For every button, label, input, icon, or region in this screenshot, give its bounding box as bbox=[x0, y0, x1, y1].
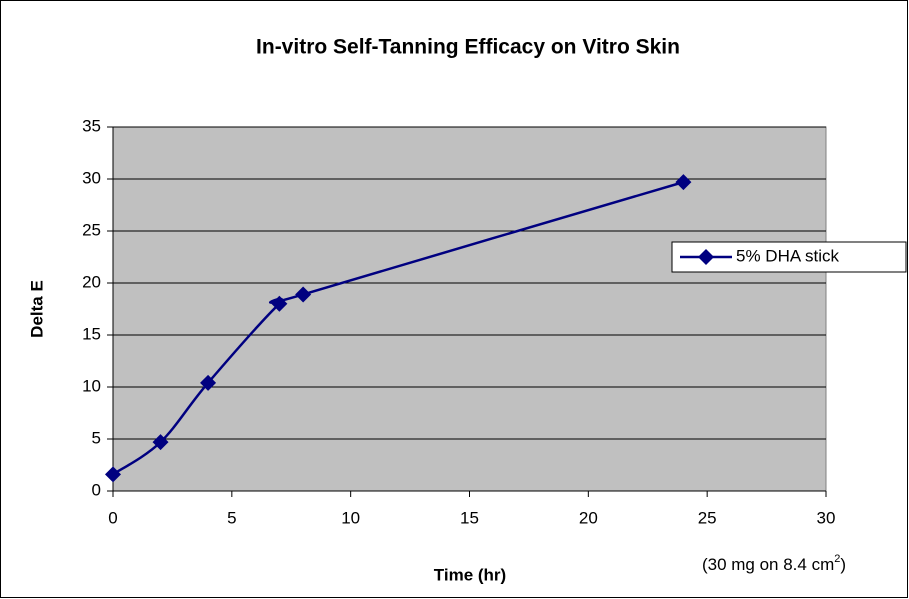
data-point bbox=[105, 466, 121, 483]
x-tick-label: 30 bbox=[817, 508, 836, 527]
x-tick-label: 25 bbox=[698, 508, 717, 527]
y-tick-label: 30 bbox=[82, 168, 101, 187]
chart-title: In-vitro Self-Tanning Efficacy on Vitro … bbox=[256, 36, 680, 59]
y-tick-label: 35 bbox=[82, 116, 101, 135]
y-tick-label: 5 bbox=[92, 428, 101, 447]
data-point bbox=[675, 174, 692, 191]
annotation-text: (30 mg on 8.4 cm bbox=[702, 555, 834, 574]
annotation: (30 mg on 8.4 cm2) bbox=[702, 553, 846, 575]
x-tick-label: 10 bbox=[341, 508, 360, 527]
plot-area bbox=[112, 126, 827, 492]
x-axis-label: Time (hr) bbox=[434, 565, 506, 584]
x-tick-label: 15 bbox=[460, 508, 479, 527]
y-axis-label: Delta E bbox=[27, 280, 46, 338]
x-tick-label: 5 bbox=[227, 508, 236, 527]
legend-label: 5% DHA stick bbox=[736, 246, 839, 265]
annotation-sup: 2 bbox=[834, 553, 840, 565]
x-tick-label: 0 bbox=[108, 508, 117, 527]
y-tick-label: 10 bbox=[82, 376, 101, 395]
legend-marker bbox=[698, 249, 714, 265]
y-tick-label: 15 bbox=[82, 324, 101, 343]
data-point bbox=[152, 434, 169, 451]
y-tick-label: 25 bbox=[82, 220, 101, 239]
x-tick-label: 20 bbox=[579, 508, 598, 527]
annotation-tail: ) bbox=[840, 555, 846, 574]
data-point bbox=[271, 295, 288, 312]
y-tick-label: 20 bbox=[82, 272, 101, 291]
data-point bbox=[295, 286, 312, 303]
y-tick-label: 0 bbox=[92, 480, 101, 499]
data-point bbox=[200, 374, 217, 391]
